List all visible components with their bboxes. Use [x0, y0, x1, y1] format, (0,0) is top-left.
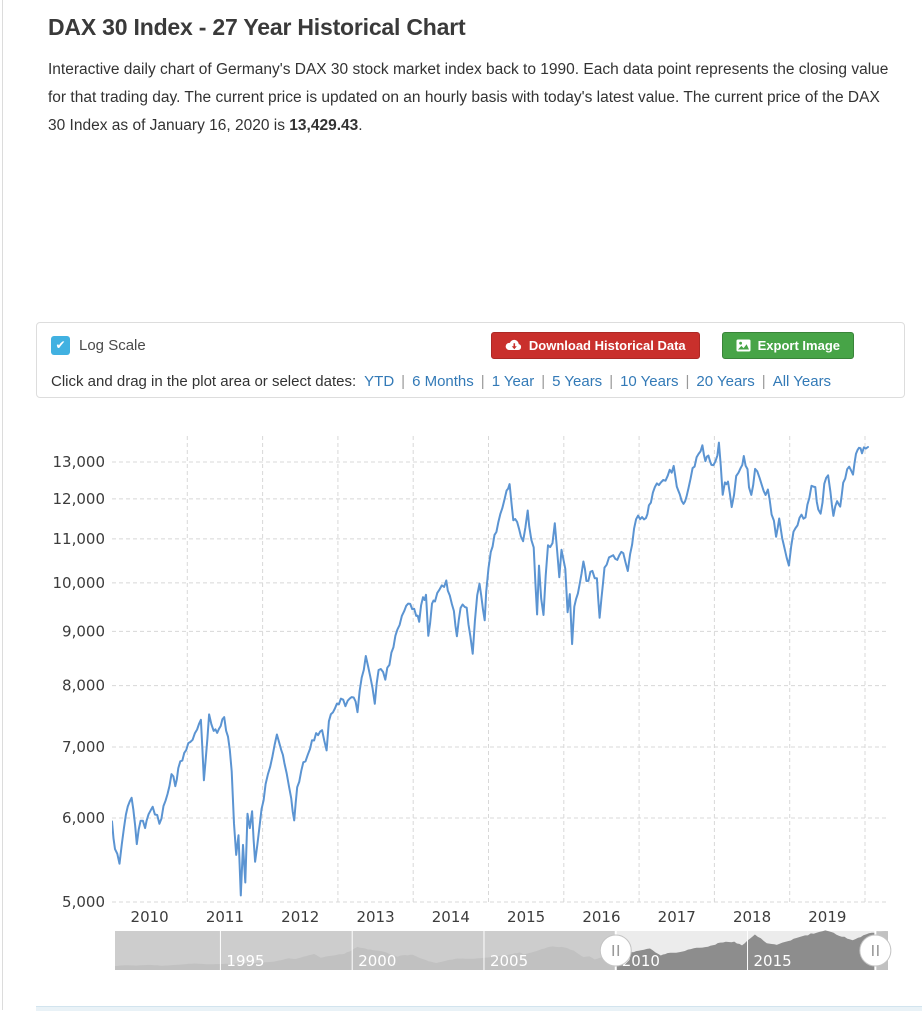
navigator[interactable]: 1995 2000 2005 2010 2015 [115, 930, 892, 970]
svg-text:9,000: 9,000 [62, 622, 105, 640]
log-scale-checkbox[interactable]: ✔ [51, 335, 70, 355]
description-text: Interactive daily chart of Germany's DAX… [48, 61, 889, 134]
image-icon [736, 339, 751, 352]
svg-text:2015: 2015 [754, 952, 792, 970]
export-button-label: Export Image [757, 337, 840, 353]
x-axis-labels: 2010 2011 2012 2013 2014 2015 2016 2017 2018 2019 [131, 908, 847, 926]
toolbar-buttons: Download Historical Data Export Image [490, 331, 890, 359]
current-price-value: 13,429.43 [289, 117, 359, 134]
export-image-button[interactable]: Export Image [721, 331, 854, 359]
page-description: Interactive daily chart of Germany's DAX… [48, 56, 900, 140]
next-section-edge [36, 1006, 922, 1011]
range-link-separator: | [761, 373, 766, 390]
navigator-right-handle[interactable] [859, 931, 892, 970]
svg-text:12,000: 12,000 [53, 490, 106, 508]
svg-text:2011: 2011 [206, 908, 244, 926]
svg-text:6,000: 6,000 [62, 809, 105, 827]
svg-text:10,000: 10,000 [53, 574, 106, 592]
range-links: YTD | 6 Months | 1 Year | 5 Years | 10 Years | 20 … [364, 373, 831, 390]
svg-text:2010: 2010 [622, 952, 660, 970]
range-link-all-years[interactable]: All Years [772, 373, 832, 390]
svg-text:11,000: 11,000 [53, 530, 106, 548]
log-scale-label: Log Scale [79, 336, 146, 354]
download-button-label: Download Historical Data [528, 337, 686, 353]
range-prompt: Click and drag in the plot area or selec… [51, 373, 357, 390]
chart-toolbar: ✔ Log Scale Download Historical Data [36, 322, 905, 398]
y-axis-labels: 5,000 6,000 7,000 8,000 9,000 10,000 11,000 12,… [53, 453, 106, 911]
svg-text:8,000: 8,000 [62, 677, 105, 695]
svg-text:2013: 2013 [356, 908, 394, 926]
download-historical-data-button[interactable]: Download Historical Data [490, 331, 700, 359]
range-link-20-years[interactable]: 20 Years [696, 373, 755, 390]
svg-text:2018: 2018 [733, 908, 771, 926]
svg-text:2014: 2014 [432, 908, 470, 926]
range-link-separator: | [685, 373, 690, 390]
svg-text:2019: 2019 [808, 908, 846, 926]
range-link-separator: | [401, 373, 406, 390]
range-link-5-years[interactable]: 5 Years [552, 373, 603, 390]
range-link-ytd[interactable]: YTD [364, 373, 395, 390]
svg-text:2010: 2010 [131, 908, 169, 926]
navigator-mask-left [115, 931, 616, 970]
svg-text:2000: 2000 [358, 952, 396, 970]
svg-text:2015: 2015 [507, 908, 545, 926]
range-link-6-months[interactable]: 6 Months [412, 373, 474, 390]
svg-text:7,000: 7,000 [62, 738, 105, 756]
description-period: . [358, 117, 363, 134]
checkmark-icon: ✔ [55, 338, 66, 352]
range-link-1-year[interactable]: 1 Year [491, 373, 535, 390]
svg-text:2017: 2017 [658, 908, 696, 926]
svg-text:2012: 2012 [281, 908, 319, 926]
chart-plot-area[interactable]: 5,000 6,000 7,000 8,000 9,000 10,000 11,000 12,… [35, 428, 910, 978]
svg-text:1995: 1995 [226, 952, 264, 970]
page-title: DAX 30 Index - 27 Year Historical Chart [48, 14, 466, 40]
navigator-ticks: 1995 2000 2005 2010 2015 [219, 931, 792, 970]
range-link-separator: | [541, 373, 546, 390]
cloud-download-icon [505, 339, 522, 352]
grid-lines [112, 436, 888, 903]
range-link-separator: | [480, 373, 485, 390]
svg-text:13,000: 13,000 [53, 453, 106, 471]
svg-text:2005: 2005 [490, 952, 528, 970]
svg-text:2016: 2016 [582, 908, 620, 926]
svg-text:5,000: 5,000 [62, 893, 105, 911]
page-left-border [2, 0, 3, 1010]
range-link-10-years[interactable]: 10 Years [620, 373, 679, 390]
range-link-separator: | [609, 373, 614, 390]
price-line [112, 441, 869, 897]
toolbar-row-ranges: Click and drag in the plot area or selec… [51, 373, 831, 390]
toolbar-row-controls: ✔ Log Scale Download Historical Data [37, 323, 904, 367]
price-chart: 5,000 6,000 7,000 8,000 9,000 10,000 11,000 12,… [35, 428, 910, 978]
navigator-left-handle[interactable] [599, 931, 632, 970]
log-scale-control[interactable]: ✔ Log Scale [51, 335, 146, 355]
